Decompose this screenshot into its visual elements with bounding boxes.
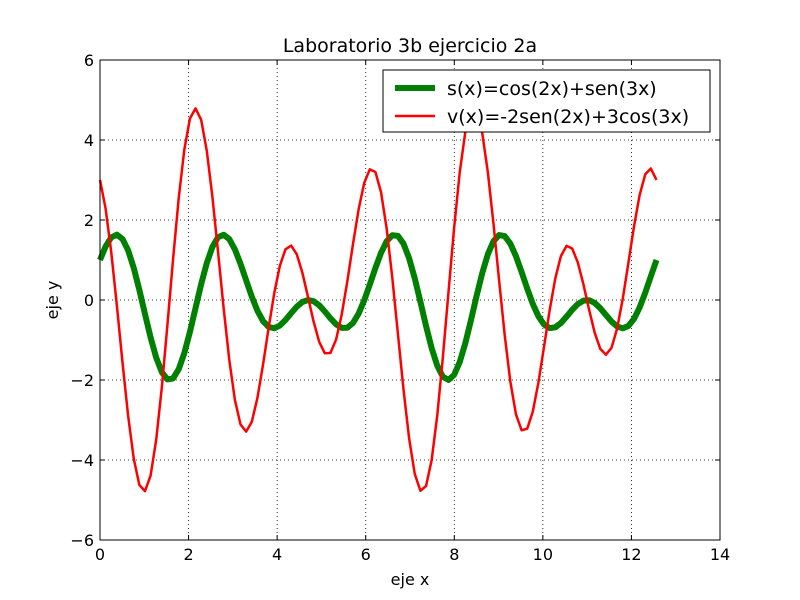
legend-box [382,69,711,133]
legend-entry-s: s(x)=cos(2x)+sen(3x) [447,78,657,100]
x-tick-label: 14 [710,545,730,564]
x-tick-label: 8 [449,545,459,564]
x-tick-label: 2 [183,545,193,564]
legend: s(x)=cos(2x)+sen(3x) v(x)=-2sen(2x)+3cos… [382,69,711,133]
x-tick-label: 4 [272,545,282,564]
series-s-line [97,231,660,383]
y-axis-label: eje y [43,281,62,320]
y-tick-label: 2 [84,211,94,230]
x-tick-label: 6 [361,545,371,564]
x-tick-label: 10 [533,545,553,564]
axis-ticks: 0 2 4 6 8 10 12 14 −6 −4 −2 0 2 4 6 [70,51,730,564]
x-tick-label: 0 [95,545,105,564]
y-tick-label: 6 [84,51,94,70]
series-v-line [98,107,658,493]
y-tick-label: −4 [70,451,94,470]
legend-entry-v: v(x)=-2sen(2x)+3cos(3x) [447,106,689,128]
x-axis-label: eje x [391,570,430,589]
y-tick-label: 4 [84,131,94,150]
y-tick-label: 0 [84,291,94,310]
chart-title: Laboratorio 3b ejercicio 2a [283,35,537,57]
y-tick-label: −2 [70,371,94,390]
series-lines [97,107,660,493]
y-tick-label: −6 [70,531,94,550]
x-tick-label: 12 [621,545,641,564]
